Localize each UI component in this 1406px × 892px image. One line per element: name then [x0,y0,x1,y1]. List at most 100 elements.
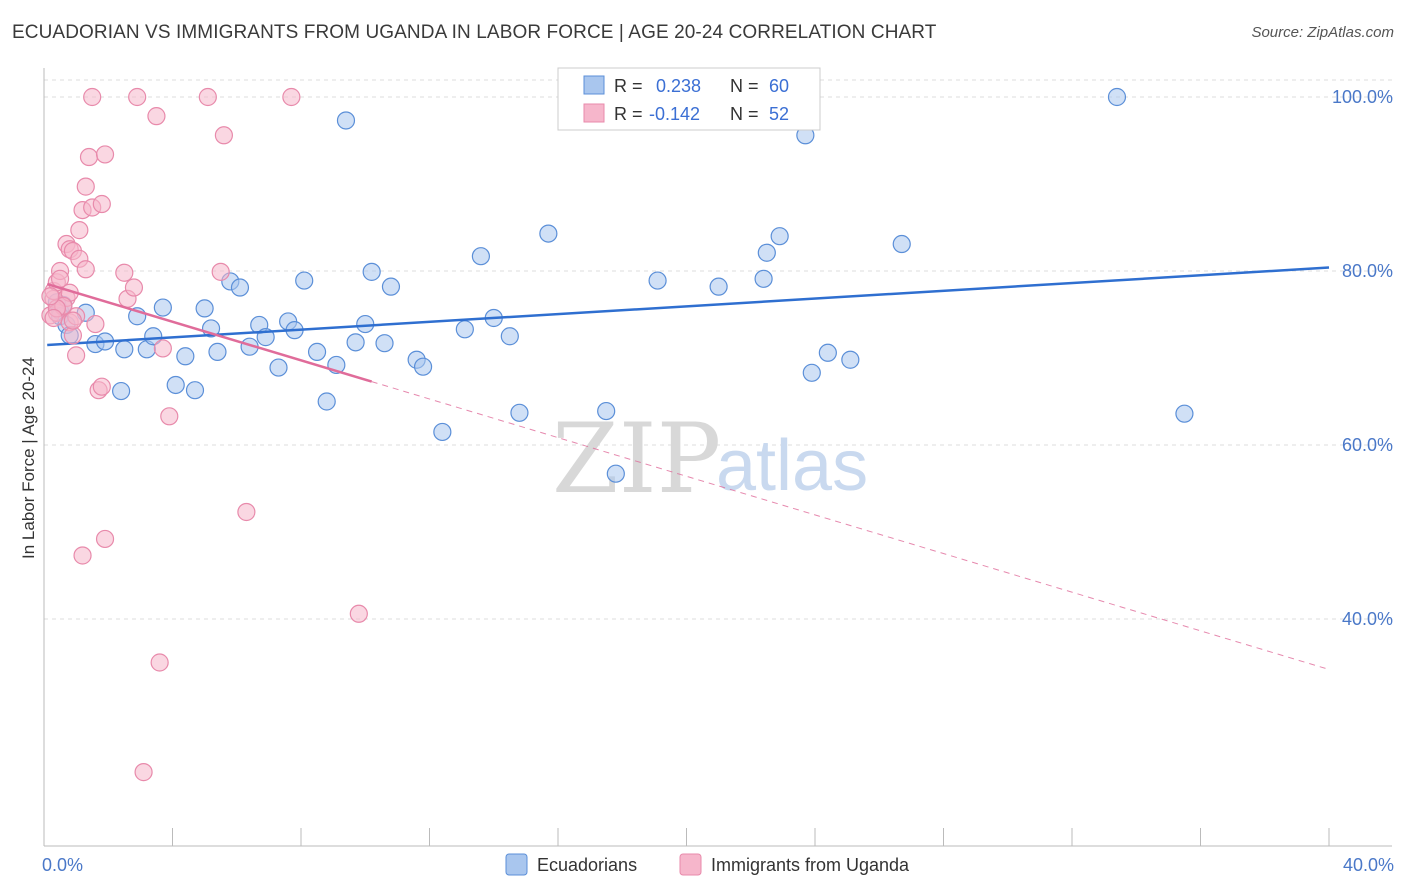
point-0-9 [111,381,131,401]
point-0-47 [539,224,558,243]
point-0-58 [841,350,860,369]
point-1-20 [76,177,95,196]
point-1-27 [92,377,111,396]
point-0-15 [166,375,185,395]
point-1-25 [86,314,105,334]
point-0-35 [356,314,375,334]
point-1-37 [147,107,166,126]
point-0-26 [269,358,288,377]
stats-n-label-blue: N = [730,76,759,96]
point-0-10 [115,340,134,359]
point-1-17 [70,221,89,240]
trend-line-dashed-1 [371,381,1330,670]
point-1-34 [124,278,144,297]
point-0-30 [307,342,327,362]
point-1-38 [150,653,169,672]
y-tick-label-3: 40.0% [1342,609,1393,629]
point-1-15 [67,346,86,365]
point-0-40 [413,357,433,376]
point-0-43 [471,247,490,266]
trend-line-0 [47,266,1330,347]
point-1-36 [134,763,153,782]
point-1-45 [282,87,301,107]
y-tick-label-1: 80.0% [1342,261,1393,281]
point-1-41 [198,87,217,107]
point-0-13 [144,327,163,346]
point-0-14 [153,298,172,317]
point-1-42 [214,126,233,145]
point-0-36 [362,262,381,281]
point-0-33 [336,111,356,130]
x-tick-label-0: 0.0% [42,855,83,875]
point-0-22 [230,278,250,297]
point-0-17 [185,381,205,400]
stats-n-value-pink: 52 [769,104,789,124]
point-0-50 [648,271,667,290]
x-tick-labels: 0.0% 40.0% [42,855,1394,875]
series-legend: Ecuadorians Immigrants from Uganda [505,853,910,876]
stats-r-value-pink: -0.142 [649,104,700,124]
watermark-atlas: atlas [716,426,868,506]
x-ticks [172,828,1330,846]
point-0-18 [195,299,214,318]
point-0-59 [892,234,911,254]
point-1-39 [153,339,172,358]
point-1-28 [92,194,111,214]
legend-swatch-ecuadorians [505,853,528,876]
point-0-20 [208,342,227,362]
watermark: ZIP atlas [552,403,868,515]
point-0-57 [818,343,837,362]
trend-line-1 [46,282,373,383]
point-1-23 [83,87,102,107]
point-1-51 [63,311,83,330]
chart-source: Source: ZipAtlas.com [1251,24,1394,41]
stats-legend: R = 0.238 N = 60 R = -0.142 N = 52 [557,67,821,131]
stats-n-label-pink: N = [730,104,759,124]
legend-swatch-uganda [679,853,702,876]
stats-r-label-blue: R = [614,76,643,96]
point-1-50 [44,308,63,328]
series-1 [41,87,1330,782]
point-0-38 [381,277,401,296]
point-0-48 [597,401,616,421]
x-tick-label-1: 40.0% [1343,855,1394,875]
point-0-42 [455,320,474,339]
legend-label-ecuadorians: Ecuadorians [537,855,637,875]
point-1-35 [128,87,147,107]
point-1-22 [79,147,99,167]
point-1-30 [95,529,115,549]
point-0-54 [770,227,789,246]
y-axis-title: In Labor Force | Age 20-24 [19,357,38,559]
point-0-49 [606,464,625,483]
point-0-37 [375,334,394,353]
point-1-29 [95,145,115,164]
point-0-16 [176,347,195,366]
point-0-56 [802,363,821,382]
watermark-zip: ZIP [552,403,721,515]
point-0-52 [754,269,773,288]
point-0-29 [295,271,314,290]
point-1-43 [211,262,230,281]
stats-r-label-pink: R = [614,104,643,124]
y-tick-label-0: 100.0% [1332,87,1393,107]
series-layer [41,87,1330,782]
point-1-21 [76,260,95,279]
stats-r-value-blue: 0.238 [656,76,701,96]
point-0-60 [1107,87,1127,107]
point-1-49 [41,287,60,306]
point-0-34 [346,333,365,352]
stats-legend-swatch-pink [583,103,605,123]
chart-title: ECUADORIAN VS IMMIGRANTS FROM UGANDA IN … [12,22,937,43]
point-1-46 [349,604,368,623]
point-0-45 [500,327,519,346]
point-0-53 [757,243,776,262]
point-0-46 [510,403,529,422]
point-0-31 [317,392,336,411]
point-1-44 [237,502,256,522]
legend-label-uganda: Immigrants from Uganda [711,855,910,875]
stats-n-value-blue: 60 [769,76,789,96]
y-tick-labels: 100.0% 80.0% 60.0% 40.0% [1332,87,1393,629]
y-tick-label-2: 60.0% [1342,435,1393,455]
point-0-51 [709,277,728,296]
